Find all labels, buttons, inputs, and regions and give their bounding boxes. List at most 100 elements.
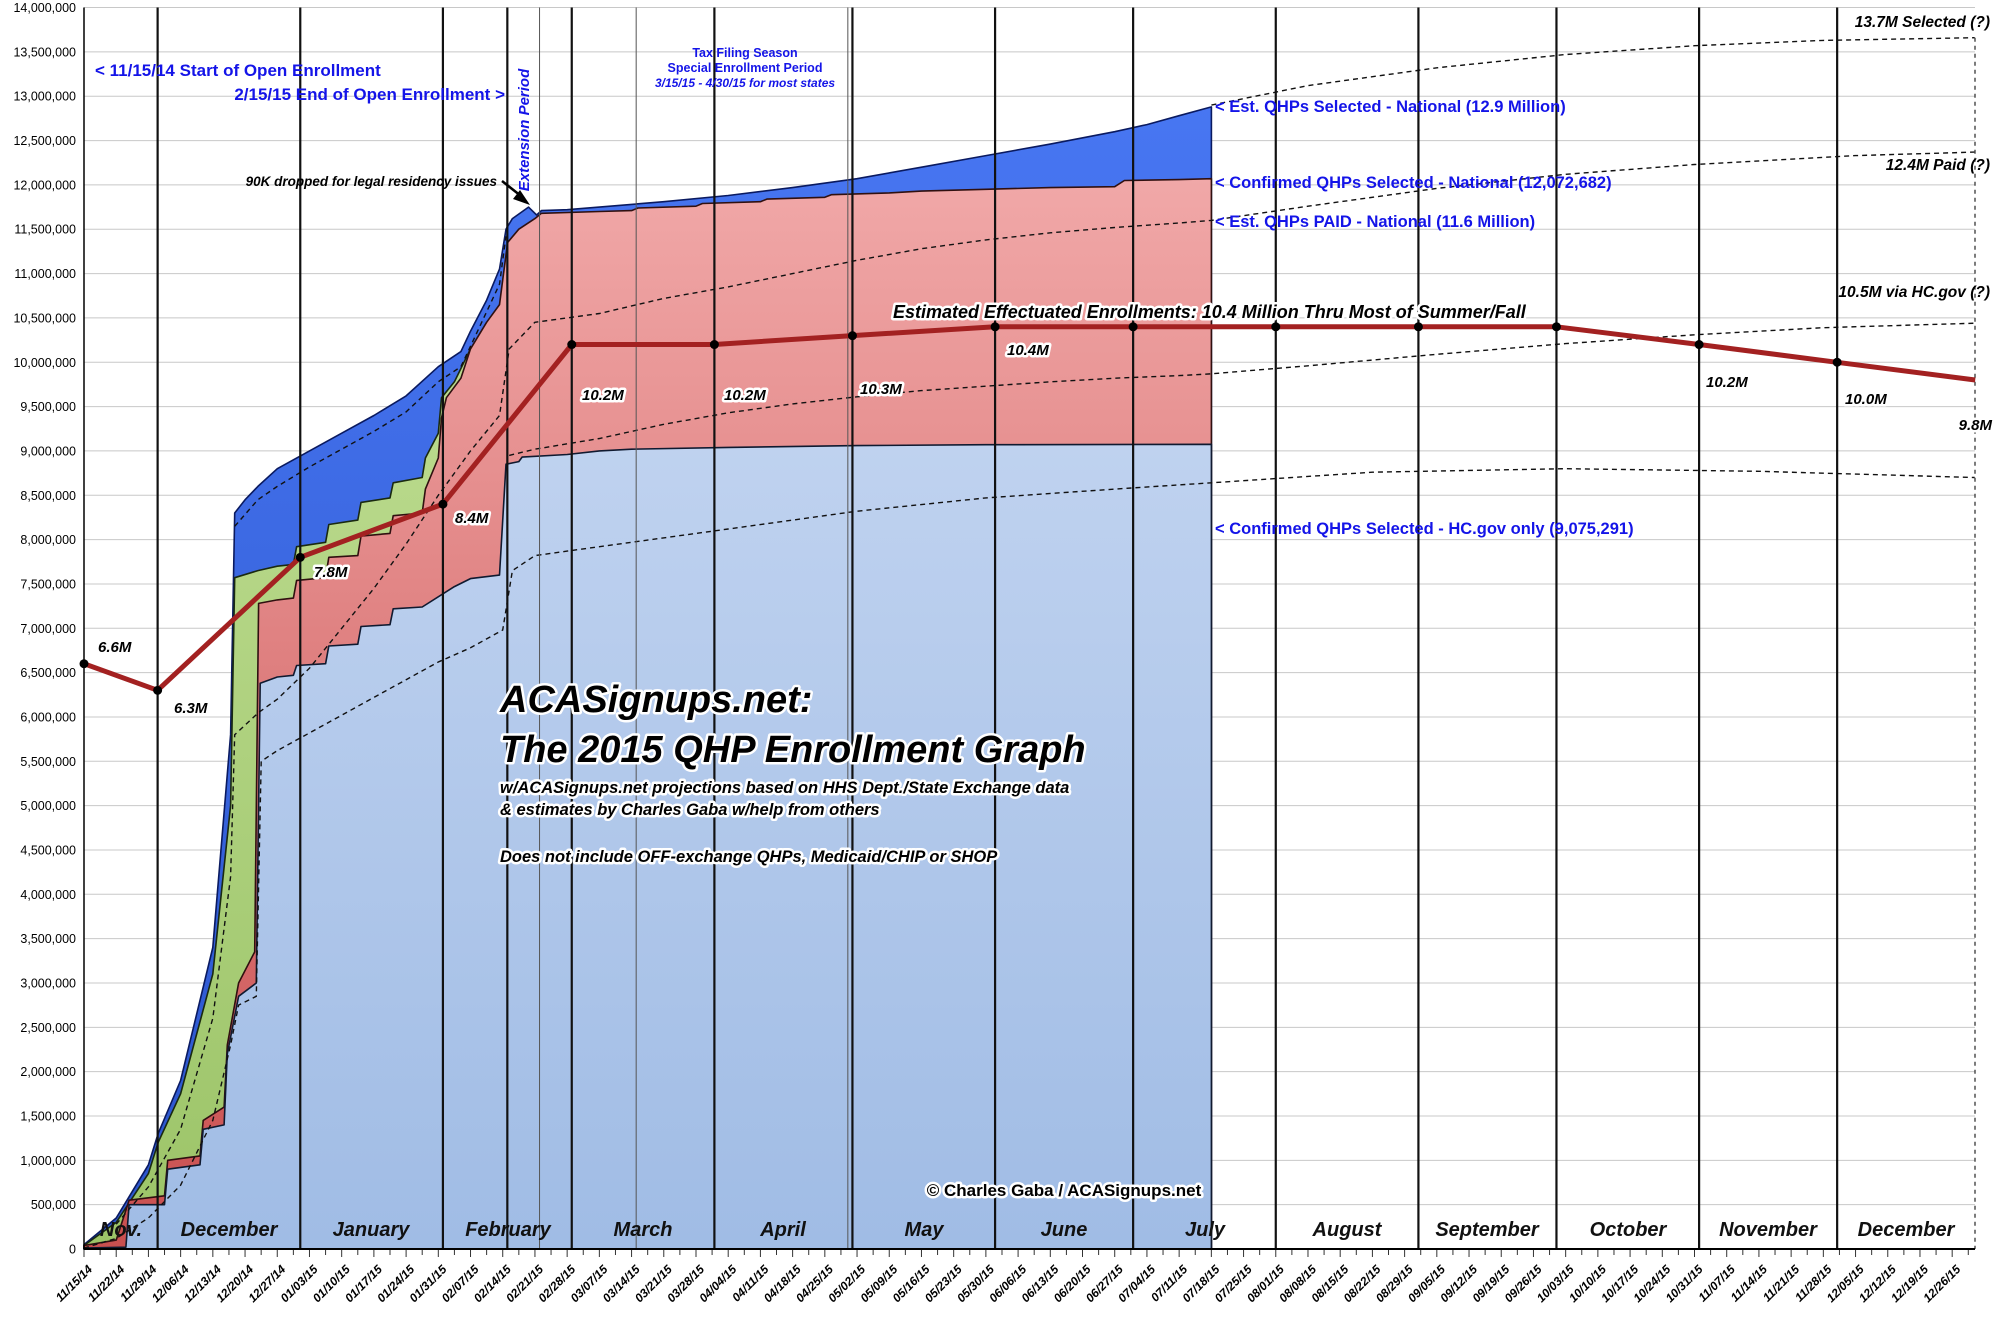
y-axis-label: 7,500,000 [20, 577, 76, 591]
effectuated-point [1694, 340, 1704, 350]
y-axis-label: 3,500,000 [20, 932, 76, 946]
title-line-2: The 2015 QHP Enrollment Graph [500, 729, 1086, 771]
dashed-selected-projection [1211, 37, 1975, 106]
title-line-4: & estimates by Charles Gaba w/help from … [500, 801, 880, 819]
y-axis-label: 11,500,000 [14, 223, 76, 237]
areas [83, 106, 1213, 1250]
month-labels: Nov. December January February March April May… [100, 1219, 1956, 1241]
y-axis-label: 1,000,000 [20, 1154, 76, 1168]
effectuated-point [1271, 322, 1281, 332]
tax-season-note-2: Special Enrollment Period [668, 61, 823, 75]
month-label: January [333, 1219, 411, 1241]
month-label: August [1312, 1219, 1383, 1241]
y-axis-label: 12,500,000 [13, 134, 76, 148]
y-axis-label: 9,000,000 [20, 444, 76, 458]
y-axis-label: 2,000,000 [20, 1065, 76, 1079]
y-axis-label: 7,000,000 [20, 622, 76, 636]
month-label: March [614, 1219, 673, 1241]
month-label: April [759, 1219, 806, 1241]
credit-label: © Charles Gaba / ACASignups.net [927, 1181, 1202, 1200]
month-label: September [1435, 1219, 1540, 1241]
point-label: 10.2M [582, 387, 624, 404]
y-axis-label: 10,500,000 [13, 311, 76, 325]
effectuated-point [990, 322, 1000, 332]
y-axis-label: 2,500,000 [20, 1021, 76, 1035]
point-label: 8.4M [455, 510, 489, 527]
effectuated-point [567, 340, 577, 350]
month-label: February [465, 1219, 551, 1241]
dropped-arrow-head [513, 190, 530, 205]
point-label: 6.6M [98, 639, 132, 656]
point-label: 6.3M [174, 700, 208, 717]
point-label: 10.0M [1845, 391, 1887, 408]
month-label: Nov. [100, 1219, 142, 1241]
est-paid-label: < Est. QHPs PAID - National (11.6 Millio… [1215, 213, 1535, 231]
effectuated-point [153, 685, 163, 695]
point-label: 10.2M [724, 387, 766, 404]
month-label: June [1041, 1219, 1088, 1241]
start-open-enrollment-note: < 11/15/14 Start of Open Enrollment [95, 61, 381, 80]
effectuated-point [847, 331, 857, 341]
area-confirmed-hcgov [83, 443, 1213, 1250]
y-axis-label: 8,000,000 [20, 533, 76, 547]
dashed-est-paid-national [115, 151, 1975, 1225]
month-label: May [905, 1219, 945, 1241]
y-axis-label: 3,000,000 [20, 976, 76, 990]
dashed-hcgov-selected-projection [509, 322, 1975, 457]
tax-season-note-3: 3/15/15 - 4/30/15 for most states [655, 76, 835, 90]
dashed-lines [83, 37, 1975, 1249]
point-label: 10.3M [860, 381, 902, 398]
y-axis-label: 4,500,000 [20, 843, 76, 857]
confirmed-national-label: < Confirmed QHPs Selected - National (12… [1215, 174, 1612, 192]
month-label: December [181, 1219, 279, 1241]
y-axis-label: 12,000,000 [13, 178, 76, 192]
selected-projection-label: 13.7M Selected (?) [1855, 14, 1990, 31]
y-axis-label: 6,000,000 [20, 710, 76, 724]
y-axis-label: 14,000,000 [13, 1, 76, 15]
point-label: 10.2M [1706, 374, 1748, 391]
confirmed-hcgov-label: < Confirmed QHPs Selected - HC.gov only … [1215, 520, 1634, 538]
effectuated-point [1832, 357, 1842, 367]
dropped-note: 90K dropped for legal residency issues [246, 174, 498, 189]
y-axis-label: 5,000,000 [20, 799, 76, 813]
y-axis-label: 13,500,000 [13, 45, 76, 59]
title-block: ACASignups.net: The 2015 QHP Enrollment G… [497, 677, 1089, 869]
month-label: July [1185, 1219, 1226, 1241]
title-line-5: Does not include OFF-exchange QHPs, Medi… [500, 848, 998, 866]
y-axis-label: 500,000 [31, 1198, 76, 1212]
point-label: 9.8M [1959, 417, 1993, 434]
month-label: December [1858, 1219, 1956, 1241]
title-line-3: w/ACASignups.net projections based on HH… [500, 779, 1069, 797]
title-line-1: ACASignups.net: [499, 679, 812, 721]
effectuated-point [1551, 322, 1561, 332]
y-axis-label: 0 [69, 1243, 76, 1257]
paid-projection-label: 12.4M Paid (?) [1886, 157, 1990, 174]
y-axis-label: 6,500,000 [20, 666, 76, 680]
y-axis-label: 4,000,000 [20, 888, 76, 902]
effectuated-point [438, 499, 448, 509]
y-axis-label: 9,500,000 [20, 400, 76, 414]
effectuated-line-label: Estimated Effectuated Enrollments: 10.4 … [893, 302, 1527, 322]
hcgov-projection-label: 10.5M via HC.gov (?) [1838, 284, 1990, 301]
effectuated-point [1128, 322, 1138, 332]
dashed-hcgov-paid [83, 467, 1975, 1249]
y-axis-label: 10,000,000 [13, 356, 76, 370]
effectuated-point [79, 659, 89, 669]
y-axis-label: 13,000,000 [13, 90, 76, 104]
month-label: November [1719, 1219, 1818, 1241]
y-axis-label: 5,500,000 [20, 755, 76, 769]
extension-period-note: Extension Period [516, 68, 533, 191]
tax-season-note-1: Tax Filing Season [692, 46, 797, 60]
y-axis-label: 11,000,000 [14, 267, 76, 281]
point-labels: 6.6M 6.3M 7.8M 8.4M 10.2M 10.2M 10.3M 10.4M 10.2… [96, 340, 1995, 720]
end-open-enrollment-note: 2/15/15 End of Open Enrollment > [234, 85, 505, 104]
annotations: < 11/15/14 Start of Open Enrollment 2/15/… [95, 14, 1990, 1203]
effectuated-point [709, 340, 719, 350]
vertical-lines [156, 7, 1839, 1249]
y-axis-label: 1,500,000 [20, 1109, 76, 1123]
effectuated-point [295, 552, 305, 562]
point-label: 7.8M [314, 564, 348, 581]
effectuated-point [1413, 322, 1423, 332]
